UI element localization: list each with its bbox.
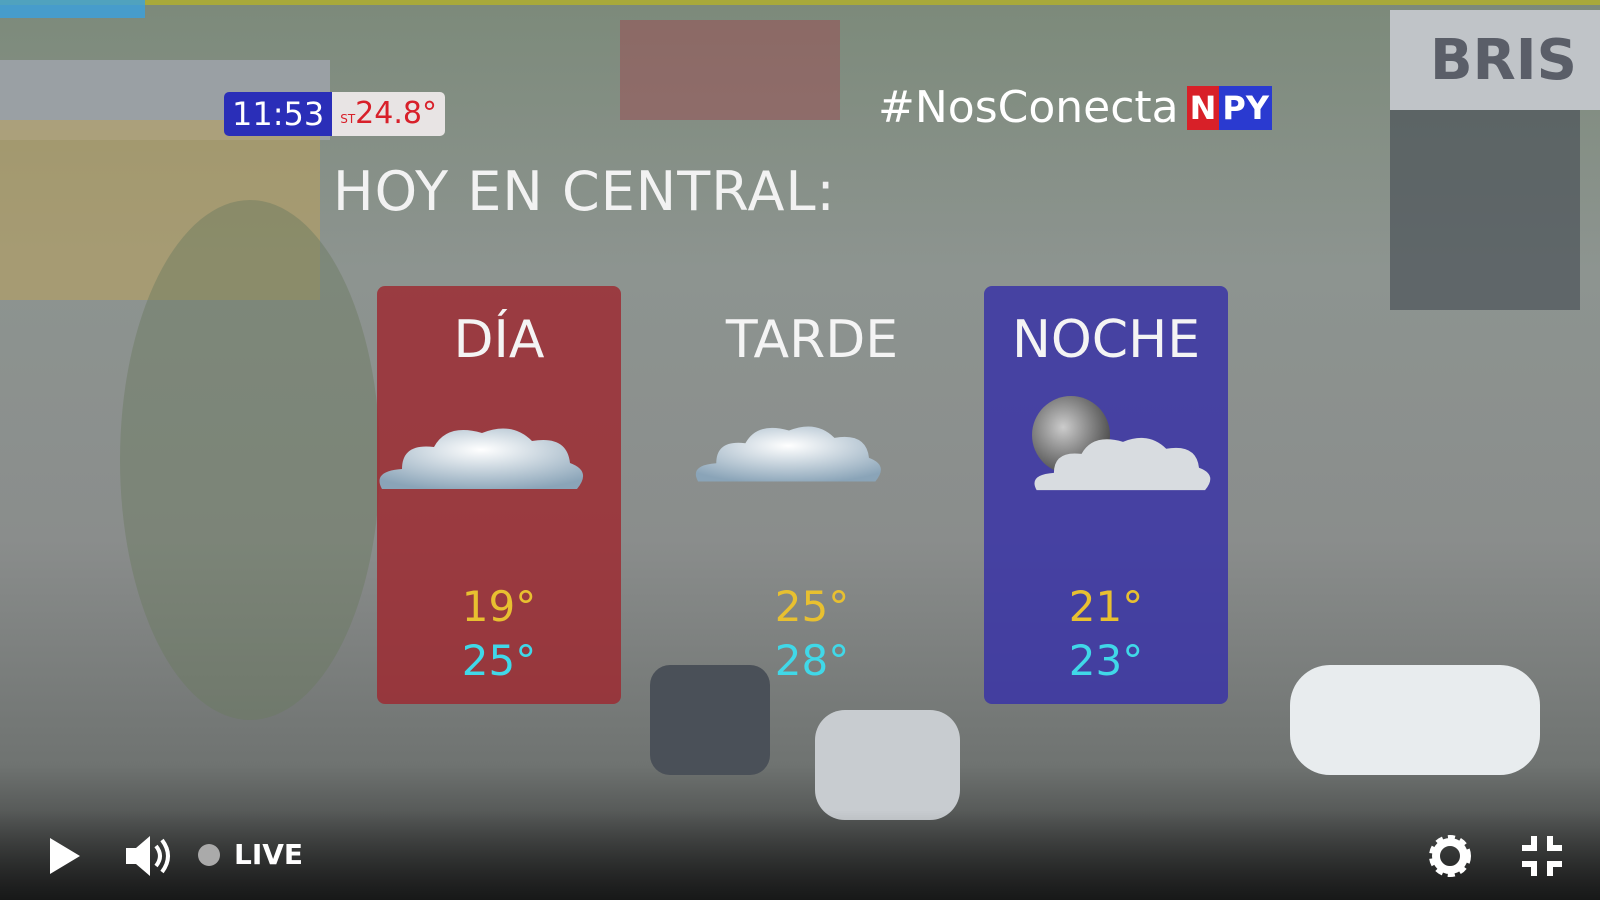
- live-dot: [198, 843, 220, 866]
- temp-min: 25°: [774, 582, 850, 631]
- white-car: [1290, 665, 1540, 775]
- cloud-icon: [695, 426, 881, 482]
- period-label: DÍA: [453, 310, 545, 370]
- silver-car: [815, 710, 960, 820]
- buffer-indicator: [0, 0, 145, 18]
- npy-logo: N PY: [1186, 85, 1273, 130]
- temp-max: 28°: [774, 636, 850, 685]
- cloud-icon: [1034, 437, 1211, 491]
- temp-max: 23°: [1068, 636, 1144, 685]
- minimize-icon[interactable]: [1520, 834, 1564, 878]
- cloud-icon: [379, 428, 584, 489]
- logo-n: N: [1186, 85, 1220, 130]
- building: [0, 120, 320, 300]
- forecast-title: HOY EN CENTRAL:: [333, 160, 836, 223]
- volume-icon[interactable]: [124, 832, 176, 880]
- forecast-card-tarde: TARDE 25° 28°: [690, 286, 934, 704]
- hashtag-banner: #NosConecta N PY: [878, 82, 1273, 133]
- storefront: [1390, 110, 1580, 310]
- live-label: LIVE: [234, 838, 304, 871]
- play-icon[interactable]: [44, 836, 84, 876]
- forecast-card-dia: DÍA 19° 25°: [377, 286, 621, 704]
- temp-prefix: ST: [340, 112, 356, 126]
- red-building: [620, 20, 840, 120]
- live-indicator[interactable]: LIVE: [198, 838, 303, 871]
- dark-car: [650, 665, 770, 775]
- player-controls: [0, 810, 1600, 900]
- billboard-text: BRIS: [1430, 28, 1577, 93]
- clock-time: 11:53: [224, 92, 333, 136]
- current-temp: ST24.8°: [332, 92, 445, 136]
- period-label: TARDE: [725, 310, 899, 370]
- gear-icon[interactable]: [1424, 830, 1476, 882]
- temp-min: 19°: [461, 582, 537, 631]
- clock-badge: 11:53 ST24.8°: [224, 92, 445, 136]
- top-bar: [0, 0, 1600, 5]
- forecast-card-noche: NOCHE 21° 23°: [984, 286, 1228, 704]
- tree: [120, 200, 380, 720]
- temp-value: 24.8°: [355, 96, 437, 131]
- period-label: NOCHE: [1011, 310, 1201, 370]
- billboard: BRIS: [1390, 10, 1600, 110]
- temp-min: 21°: [1068, 582, 1144, 631]
- hashtag-text: #NosConecta: [878, 82, 1179, 133]
- temp-max: 25°: [461, 636, 537, 685]
- logo-py: PY: [1219, 85, 1273, 130]
